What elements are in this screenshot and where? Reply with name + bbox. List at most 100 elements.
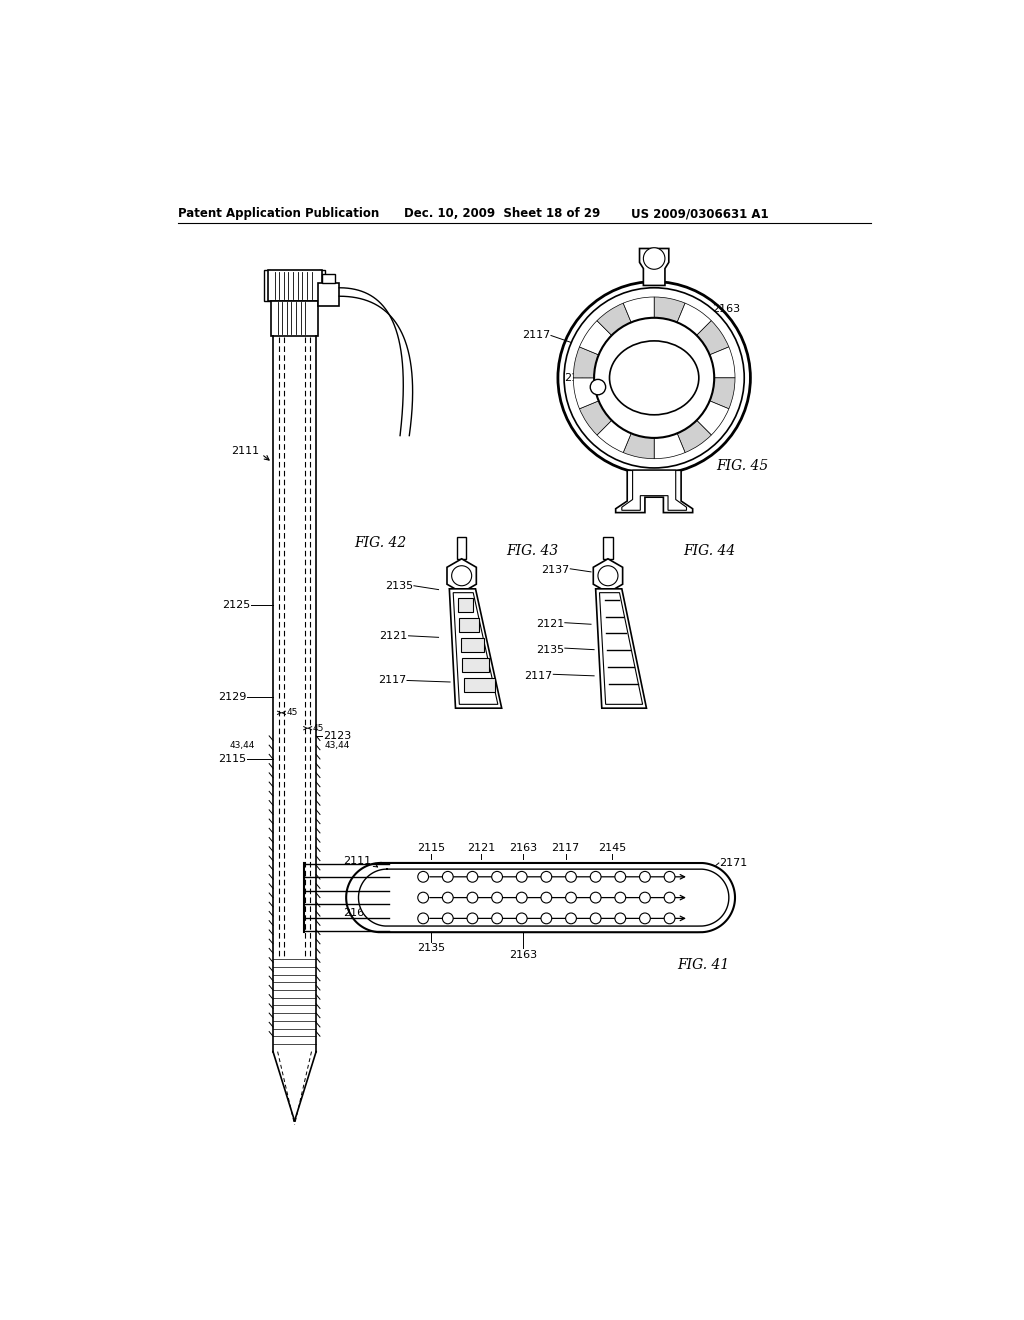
Circle shape bbox=[665, 913, 675, 924]
Circle shape bbox=[418, 892, 429, 903]
Polygon shape bbox=[622, 470, 686, 511]
Circle shape bbox=[640, 892, 650, 903]
Circle shape bbox=[492, 871, 503, 882]
Circle shape bbox=[492, 892, 503, 903]
Text: FIG. 43: FIG. 43 bbox=[506, 544, 558, 558]
Wedge shape bbox=[597, 420, 631, 453]
Circle shape bbox=[590, 379, 605, 395]
Text: 2135: 2135 bbox=[385, 581, 413, 591]
Bar bbox=[322, 275, 336, 284]
Text: 2111: 2111 bbox=[343, 857, 371, 866]
Circle shape bbox=[564, 288, 744, 469]
Circle shape bbox=[614, 892, 626, 903]
Circle shape bbox=[541, 892, 552, 903]
Circle shape bbox=[640, 913, 650, 924]
Polygon shape bbox=[593, 558, 623, 593]
Text: 2121: 2121 bbox=[380, 631, 408, 640]
Bar bbox=[264, 271, 270, 301]
Wedge shape bbox=[624, 297, 654, 322]
Polygon shape bbox=[346, 863, 735, 932]
Text: 2137: 2137 bbox=[542, 565, 569, 576]
Circle shape bbox=[541, 871, 552, 882]
Bar bbox=[603, 537, 612, 558]
Bar bbox=[461, 638, 484, 652]
Wedge shape bbox=[677, 304, 712, 335]
Text: Dec. 10, 2009  Sheet 18 of 29: Dec. 10, 2009 Sheet 18 of 29 bbox=[403, 207, 600, 220]
Ellipse shape bbox=[609, 341, 698, 414]
Circle shape bbox=[442, 913, 454, 924]
Wedge shape bbox=[710, 347, 735, 378]
Circle shape bbox=[594, 318, 714, 438]
Polygon shape bbox=[450, 589, 502, 708]
Text: 2171: 2171 bbox=[720, 858, 748, 869]
Circle shape bbox=[665, 892, 675, 903]
Text: 2129: 2129 bbox=[218, 693, 246, 702]
Circle shape bbox=[590, 871, 601, 882]
Text: FIG. 45: FIG. 45 bbox=[716, 459, 768, 474]
Circle shape bbox=[516, 871, 527, 882]
Bar bbox=[317, 284, 339, 306]
Circle shape bbox=[648, 252, 660, 264]
Text: 2125: 2125 bbox=[221, 601, 250, 610]
Wedge shape bbox=[696, 321, 729, 355]
Wedge shape bbox=[654, 433, 685, 459]
Text: 2121: 2121 bbox=[536, 619, 564, 630]
Circle shape bbox=[541, 913, 552, 924]
Circle shape bbox=[558, 281, 751, 474]
Text: 2121: 2121 bbox=[467, 842, 495, 853]
Bar bbox=[460, 618, 478, 632]
Circle shape bbox=[467, 871, 478, 882]
Circle shape bbox=[665, 871, 675, 882]
Polygon shape bbox=[599, 593, 643, 705]
Polygon shape bbox=[640, 248, 669, 285]
Text: Patent Application Publication: Patent Application Publication bbox=[178, 207, 380, 220]
Wedge shape bbox=[624, 433, 654, 459]
Text: 2121: 2121 bbox=[623, 371, 654, 384]
Text: 45: 45 bbox=[313, 723, 325, 733]
Text: 2117: 2117 bbox=[524, 671, 553, 681]
Wedge shape bbox=[677, 420, 712, 453]
Text: 43,44: 43,44 bbox=[230, 741, 255, 750]
Text: 2161: 2161 bbox=[343, 908, 371, 917]
Circle shape bbox=[565, 892, 577, 903]
Text: 43,44: 43,44 bbox=[325, 741, 350, 750]
Circle shape bbox=[492, 913, 503, 924]
Circle shape bbox=[614, 871, 626, 882]
Text: 2117: 2117 bbox=[522, 330, 550, 341]
Circle shape bbox=[442, 871, 454, 882]
Text: 2111: 2111 bbox=[231, 446, 259, 455]
Circle shape bbox=[643, 248, 665, 269]
Bar bbox=[267, 271, 322, 301]
Bar bbox=[464, 678, 495, 692]
Wedge shape bbox=[573, 378, 599, 409]
Wedge shape bbox=[580, 401, 611, 436]
Bar bbox=[319, 271, 326, 301]
Polygon shape bbox=[447, 558, 476, 593]
Circle shape bbox=[467, 892, 478, 903]
Bar bbox=[458, 598, 473, 612]
Text: 2123: 2123 bbox=[323, 731, 351, 741]
Circle shape bbox=[590, 913, 601, 924]
Circle shape bbox=[590, 892, 601, 903]
Circle shape bbox=[640, 871, 650, 882]
Circle shape bbox=[452, 566, 472, 586]
Circle shape bbox=[418, 913, 429, 924]
Text: FIG. 44: FIG. 44 bbox=[683, 544, 735, 558]
Text: US 2009/0306631 A1: US 2009/0306631 A1 bbox=[631, 207, 769, 220]
Wedge shape bbox=[573, 347, 599, 378]
Circle shape bbox=[418, 871, 429, 882]
Circle shape bbox=[565, 913, 577, 924]
Wedge shape bbox=[654, 297, 685, 322]
Wedge shape bbox=[580, 321, 611, 355]
Text: 2135: 2135 bbox=[417, 942, 444, 953]
Polygon shape bbox=[615, 470, 692, 512]
Circle shape bbox=[516, 892, 527, 903]
Circle shape bbox=[467, 913, 478, 924]
Circle shape bbox=[598, 566, 617, 586]
Circle shape bbox=[565, 871, 577, 882]
Text: 2117: 2117 bbox=[378, 676, 407, 685]
Circle shape bbox=[516, 913, 527, 924]
Text: 2125: 2125 bbox=[564, 372, 593, 383]
Circle shape bbox=[442, 892, 454, 903]
Text: 2135: 2135 bbox=[536, 644, 564, 655]
